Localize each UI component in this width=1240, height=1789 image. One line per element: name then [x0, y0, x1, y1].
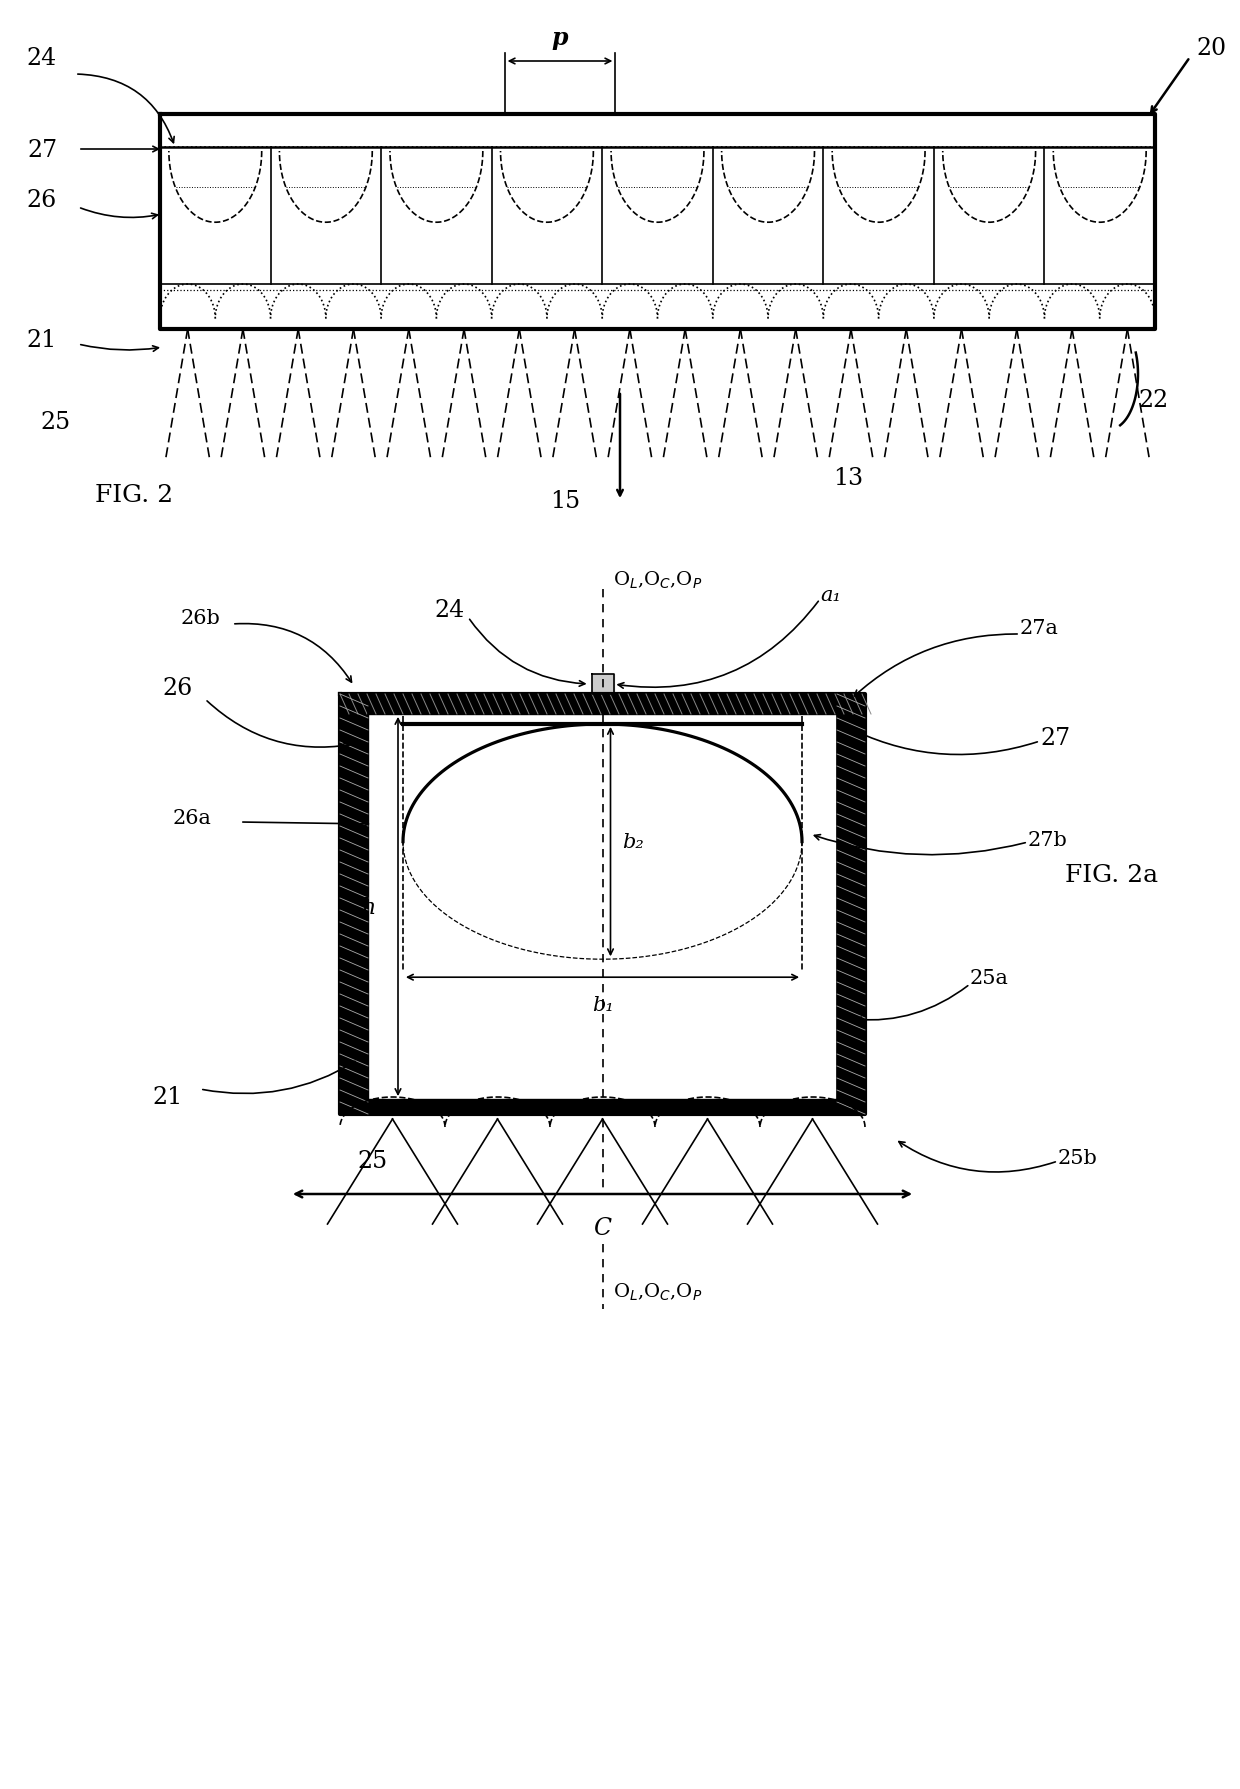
- Text: 27: 27: [1040, 726, 1070, 750]
- Text: FIG. 2: FIG. 2: [95, 483, 174, 506]
- Text: 21: 21: [27, 329, 57, 351]
- Polygon shape: [340, 1100, 866, 1115]
- Text: 24: 24: [27, 47, 57, 70]
- Text: 21: 21: [153, 1086, 184, 1109]
- Polygon shape: [837, 694, 866, 1115]
- Polygon shape: [591, 674, 614, 694]
- Text: 25: 25: [40, 410, 71, 433]
- Text: 13: 13: [833, 467, 863, 488]
- Text: 27b: 27b: [1028, 830, 1068, 850]
- Text: 25a: 25a: [970, 968, 1009, 988]
- Text: b₂: b₂: [622, 832, 645, 852]
- Text: O$_L$,O$_C$,O$_P$: O$_L$,O$_C$,O$_P$: [613, 1281, 702, 1302]
- Text: 27a: 27a: [1021, 619, 1059, 637]
- Text: FIG. 2a: FIG. 2a: [1065, 862, 1158, 886]
- Text: 15: 15: [549, 490, 580, 513]
- Text: C: C: [594, 1217, 611, 1240]
- Text: 26: 26: [27, 188, 57, 211]
- Text: 22: 22: [1138, 388, 1168, 411]
- Text: 20: 20: [1197, 36, 1226, 59]
- Text: b₁: b₁: [591, 996, 614, 1014]
- Text: a₁: a₁: [820, 585, 841, 605]
- Text: 26a: 26a: [172, 809, 212, 827]
- Text: 25: 25: [358, 1150, 388, 1174]
- Text: 25b: 25b: [1058, 1149, 1097, 1166]
- Text: 27: 27: [27, 138, 57, 161]
- Text: h: h: [362, 896, 376, 918]
- Text: 26: 26: [162, 676, 193, 699]
- Polygon shape: [340, 694, 866, 714]
- Text: O$_L$,O$_C$,O$_P$: O$_L$,O$_C$,O$_P$: [613, 569, 702, 590]
- Polygon shape: [340, 694, 368, 1115]
- Text: 26b: 26b: [180, 608, 219, 628]
- Text: p: p: [552, 27, 568, 50]
- Text: 24: 24: [435, 598, 465, 621]
